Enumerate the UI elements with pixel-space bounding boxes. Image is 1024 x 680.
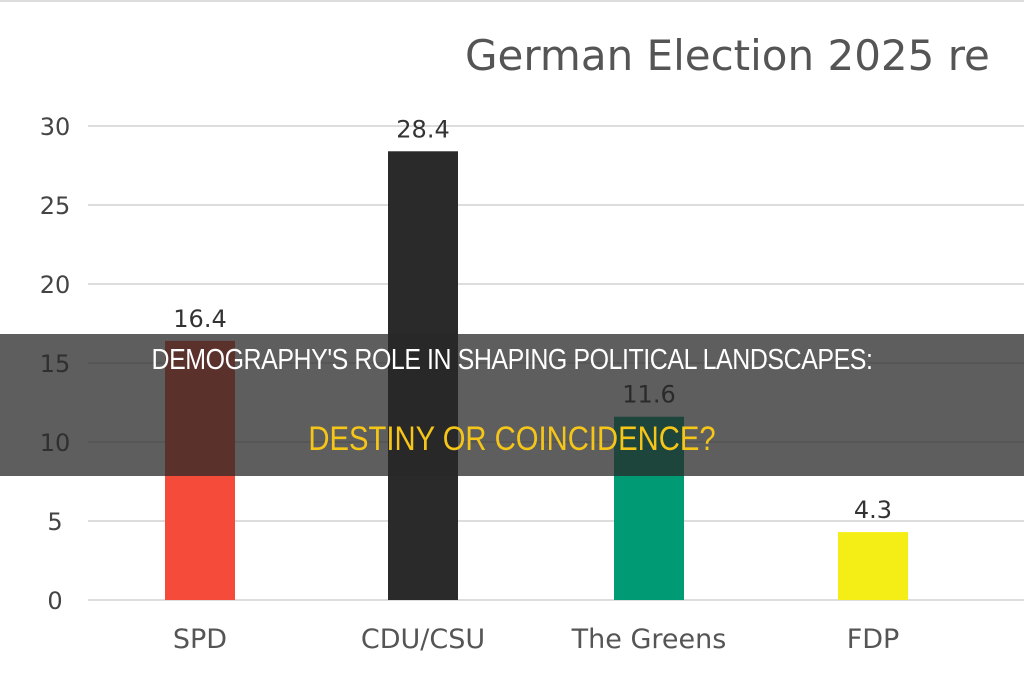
headline-banner: DEMOGRAPHY'S ROLE IN SHAPING POLITICAL L… [0, 334, 1024, 476]
y-tick-label: 25 [40, 192, 71, 220]
data-label: 4.3 [854, 496, 892, 524]
data-label: 28.4 [396, 115, 449, 143]
y-tick-label: 0 [47, 587, 62, 615]
x-tick-label: CDU/CSU [361, 624, 485, 655]
x-tick-label: SPD [173, 624, 227, 655]
x-tick-label: The Greens [571, 624, 727, 655]
headline: DEMOGRAPHY'S ROLE IN SHAPING POLITICAL L… [151, 344, 873, 376]
subheadline: DESTINY OR COINCIDENCE? [308, 420, 716, 458]
x-tick-label: FDP [847, 624, 900, 655]
bar-fdp [838, 532, 908, 600]
chart-title: German Election 2025 re [465, 31, 990, 80]
y-tick-label: 5 [47, 508, 62, 536]
y-tick-label: 20 [40, 271, 71, 299]
y-tick-label: 30 [40, 113, 71, 141]
data-label: 16.4 [173, 305, 226, 333]
